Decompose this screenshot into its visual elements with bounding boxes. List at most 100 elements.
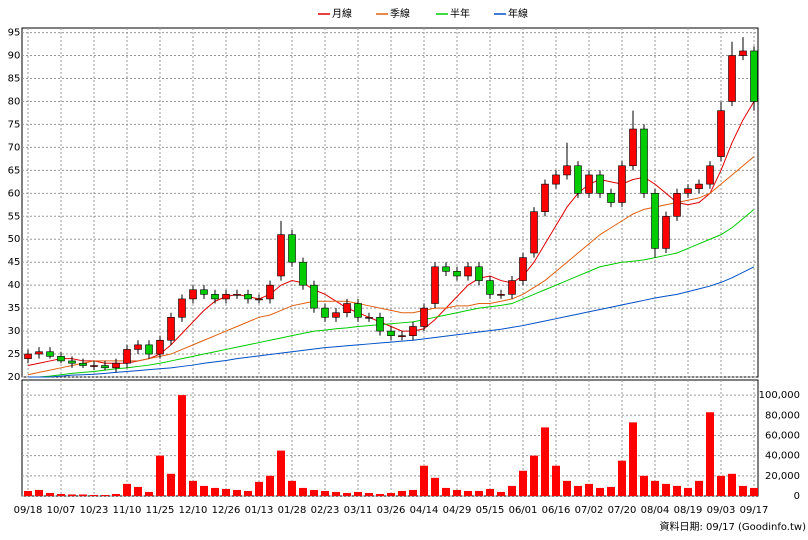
candle-body bbox=[299, 261, 307, 286]
candle-body bbox=[695, 183, 703, 190]
volume-bar bbox=[321, 490, 329, 496]
volume-tick-label: 0 bbox=[794, 491, 800, 502]
volume-bar bbox=[750, 487, 758, 496]
candle-body bbox=[68, 360, 76, 364]
legend-label: 月線 bbox=[332, 7, 352, 20]
x-tick-label: 03/26 bbox=[377, 505, 406, 516]
candle-body bbox=[442, 266, 450, 272]
candle-body bbox=[651, 193, 659, 249]
volume-tick-label: 100,000 bbox=[759, 390, 800, 401]
candle-body bbox=[431, 266, 439, 304]
legend-label: 半年 bbox=[450, 7, 470, 20]
candle-body bbox=[46, 351, 54, 357]
candle-body bbox=[486, 280, 494, 295]
y-tick-label: 25 bbox=[8, 349, 21, 360]
y-tick-label: 90 bbox=[8, 51, 21, 62]
volume-bar bbox=[365, 492, 373, 496]
x-tick-label: 03/11 bbox=[344, 505, 373, 516]
candle-body bbox=[629, 128, 637, 167]
y-tick-label: 30 bbox=[8, 326, 21, 337]
volume-bar bbox=[101, 494, 109, 496]
candle-body bbox=[574, 165, 582, 194]
candle-body bbox=[178, 298, 186, 318]
candle-body bbox=[200, 289, 208, 295]
volume-bar bbox=[200, 485, 208, 496]
candle-body bbox=[288, 234, 296, 263]
candle-body bbox=[464, 266, 472, 277]
candle-body bbox=[90, 365, 98, 367]
volume-bar bbox=[189, 480, 197, 496]
y-tick-label: 20 bbox=[8, 372, 21, 383]
candle-body bbox=[717, 110, 725, 157]
candle-body bbox=[79, 362, 87, 366]
candle-body bbox=[255, 298, 263, 301]
volume-bar bbox=[739, 485, 747, 496]
x-tick-label: 01/28 bbox=[278, 505, 307, 516]
candle-body bbox=[728, 55, 736, 102]
volume-bar bbox=[398, 490, 406, 496]
x-tick-label: 11/25 bbox=[146, 505, 175, 516]
volume-bar bbox=[112, 493, 120, 496]
legend-label: 年線 bbox=[508, 7, 528, 20]
candle-body bbox=[24, 353, 32, 359]
volume-bar bbox=[563, 480, 571, 496]
volume-bar bbox=[68, 494, 76, 496]
x-tick-label: 05/15 bbox=[476, 505, 505, 516]
x-tick-label: 02/23 bbox=[311, 505, 340, 516]
y-tick-label: 60 bbox=[8, 188, 21, 199]
candle-body bbox=[585, 174, 593, 194]
candle-body bbox=[134, 344, 142, 350]
x-tick-label: 07/20 bbox=[608, 505, 637, 516]
candle-body bbox=[167, 317, 175, 341]
x-tick-label: 06/16 bbox=[542, 505, 571, 516]
x-tick-label: 01/13 bbox=[245, 505, 274, 516]
volume-bar bbox=[508, 485, 516, 496]
volume-bar bbox=[640, 475, 648, 496]
candle-body bbox=[508, 280, 516, 295]
volume-tick-label: 40,000 bbox=[765, 451, 800, 462]
candle-body bbox=[640, 128, 648, 194]
candle-body bbox=[563, 165, 571, 176]
x-tick-label: 12/26 bbox=[212, 505, 241, 516]
volume-bar bbox=[57, 493, 65, 496]
y-tick-label: 55 bbox=[8, 211, 21, 222]
x-tick-label: 04/14 bbox=[410, 505, 439, 516]
y-tick-label: 85 bbox=[8, 74, 21, 85]
x-tick-label: 10/07 bbox=[47, 505, 76, 516]
candle-body bbox=[387, 330, 395, 336]
candle-body bbox=[376, 317, 384, 332]
candle-body bbox=[211, 294, 219, 300]
volume-bar bbox=[409, 489, 417, 496]
candle-body bbox=[420, 307, 428, 327]
candle-body bbox=[112, 362, 120, 369]
volume-bar bbox=[178, 395, 186, 496]
x-tick-label: 06/01 bbox=[509, 505, 538, 516]
volume-bar bbox=[574, 485, 582, 496]
volume-bar bbox=[354, 491, 362, 496]
y-tick-label: 75 bbox=[8, 119, 21, 130]
volume-bar bbox=[332, 491, 340, 496]
volume-bar bbox=[167, 473, 175, 496]
candle-body bbox=[321, 307, 329, 318]
y-tick-label: 80 bbox=[8, 96, 21, 107]
legend-label: 季線 bbox=[390, 7, 410, 20]
volume-bar bbox=[420, 465, 428, 496]
volume-bar bbox=[662, 483, 670, 496]
candle-body bbox=[541, 183, 549, 212]
candle-body bbox=[123, 349, 131, 364]
candle-body bbox=[266, 284, 274, 300]
volume-bar bbox=[464, 490, 472, 496]
volume-bar bbox=[519, 470, 527, 496]
volume-bar bbox=[695, 480, 703, 496]
volume-bar bbox=[35, 489, 43, 496]
volume-bar bbox=[651, 480, 659, 496]
volume-bar bbox=[486, 488, 494, 496]
volume-bar bbox=[673, 485, 681, 496]
ma-line bbox=[28, 209, 755, 378]
volume-bar bbox=[277, 450, 285, 496]
candle-body bbox=[189, 289, 197, 300]
volume-bar bbox=[387, 492, 395, 496]
candle-body bbox=[365, 317, 373, 319]
x-tick-label: 04/29 bbox=[443, 505, 472, 516]
